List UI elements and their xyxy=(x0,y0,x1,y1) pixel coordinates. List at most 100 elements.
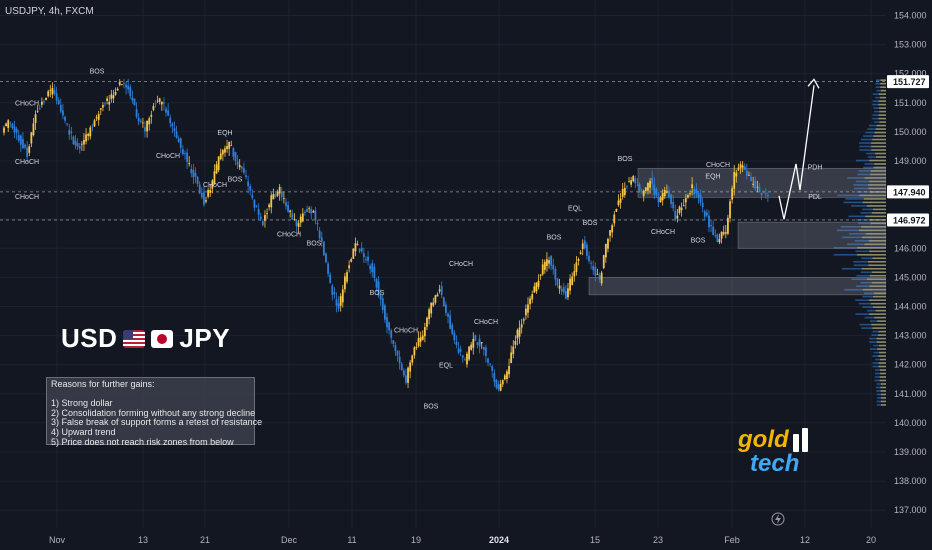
price-tick-label: 138.000 xyxy=(894,476,927,486)
candle-body xyxy=(699,194,702,203)
candle-body xyxy=(325,253,327,263)
candle-body xyxy=(653,184,656,195)
reasons-panel: Reasons for further gains: 1) Strong dol… xyxy=(46,377,262,447)
candle-body xyxy=(554,268,557,280)
profile-bar xyxy=(873,135,886,137)
candle-body xyxy=(413,347,416,356)
candle-body xyxy=(445,304,447,313)
price-tick-label: 137.000 xyxy=(894,505,927,515)
candle-body xyxy=(741,165,744,168)
candle-body xyxy=(634,178,637,184)
candle-body xyxy=(442,297,445,307)
candle-body xyxy=(674,210,677,220)
candle-body xyxy=(339,296,342,306)
supply-demand-zones xyxy=(588,167,887,296)
candle-body xyxy=(436,294,439,297)
candle-body xyxy=(695,188,698,194)
candle-body xyxy=(661,193,664,201)
profile-bar xyxy=(874,163,886,165)
candle-body xyxy=(712,226,715,236)
candle-body xyxy=(451,324,454,334)
candle-body xyxy=(611,225,614,233)
candle-body xyxy=(238,165,241,168)
candle-body xyxy=(693,189,696,195)
candle-body xyxy=(99,108,102,110)
candle-body xyxy=(575,262,578,272)
profile-bar xyxy=(872,257,886,260)
candle-body xyxy=(558,285,561,289)
candle-body xyxy=(453,332,456,341)
candle-body xyxy=(508,366,510,375)
replay-icon[interactable] xyxy=(771,512,785,526)
candle-body xyxy=(150,114,153,117)
candle-body xyxy=(45,97,47,101)
candle-body xyxy=(579,252,582,254)
candle-body xyxy=(428,309,430,320)
candle-body xyxy=(287,204,289,212)
candle-body xyxy=(154,103,157,105)
candle-body xyxy=(516,329,519,339)
candle-body xyxy=(24,144,26,148)
candle-body xyxy=(562,287,565,293)
symbol-header[interactable]: USDJPY, 4h, FXCM xyxy=(5,6,94,17)
candle-body xyxy=(285,202,287,207)
goldtech-logo: gold tech xyxy=(738,428,828,478)
candle-body xyxy=(200,192,203,198)
profile-bar xyxy=(872,271,886,274)
candle-body xyxy=(55,93,58,101)
profile-bar xyxy=(870,222,886,225)
candle-body xyxy=(745,170,748,176)
candle-body xyxy=(564,291,567,299)
candle-body xyxy=(38,108,41,110)
profile-bar xyxy=(869,299,886,301)
candle-body xyxy=(607,238,609,249)
candle-body xyxy=(102,105,104,108)
profile-bar xyxy=(880,400,886,403)
price-tick-label: 139.000 xyxy=(894,447,927,457)
candle-body xyxy=(506,371,508,379)
candle-body xyxy=(68,129,71,135)
structure-label: EQL xyxy=(568,205,582,212)
candle-body xyxy=(373,266,376,278)
profile-bar xyxy=(875,128,886,130)
candle-body xyxy=(628,181,630,183)
candle-body xyxy=(651,177,654,184)
candle-body xyxy=(169,117,172,124)
price-axis[interactable]: 137.000 138.000 139.000 140.000 141.000 142.0… xyxy=(886,0,932,550)
candle-body xyxy=(352,248,355,259)
candle-body xyxy=(588,255,590,262)
candle-body xyxy=(383,305,386,320)
candle-body xyxy=(636,185,639,186)
candle-body xyxy=(619,198,622,203)
price-tick-label: 143.000 xyxy=(894,331,927,341)
candle-body xyxy=(640,192,643,194)
candle-body xyxy=(83,139,85,145)
candle-body xyxy=(226,146,228,150)
candle-body xyxy=(116,88,119,91)
candle-body xyxy=(51,87,54,95)
candle-body xyxy=(259,216,262,220)
profile-bar xyxy=(872,138,886,141)
candle-body xyxy=(375,278,378,288)
time-axis[interactable]: Nov 13 21 Dec 11 19 2024 15 23 Feb 12 20 xyxy=(49,535,876,545)
profile-bar xyxy=(880,386,886,389)
candle-body xyxy=(752,183,755,185)
price-tags: 151.727 147.940 146.972 xyxy=(887,75,929,227)
candle-body xyxy=(282,197,285,199)
candle-body xyxy=(649,180,651,188)
profile-bar xyxy=(875,309,886,312)
candle-body xyxy=(9,122,12,124)
profile-bar xyxy=(878,365,886,368)
candle-body xyxy=(440,286,443,295)
candle-body xyxy=(457,348,460,353)
candle-body xyxy=(146,120,148,132)
candle-body xyxy=(493,373,496,382)
candle-body xyxy=(501,380,504,385)
profile-bar xyxy=(879,121,886,123)
reason-item: 5) Price does not reach risk zones from … xyxy=(51,436,234,447)
profile-bar xyxy=(878,100,886,102)
candle-body xyxy=(367,256,369,262)
structure-label: CHoCH xyxy=(15,101,39,108)
profile-bar xyxy=(857,253,886,256)
profile-bar xyxy=(868,240,886,242)
